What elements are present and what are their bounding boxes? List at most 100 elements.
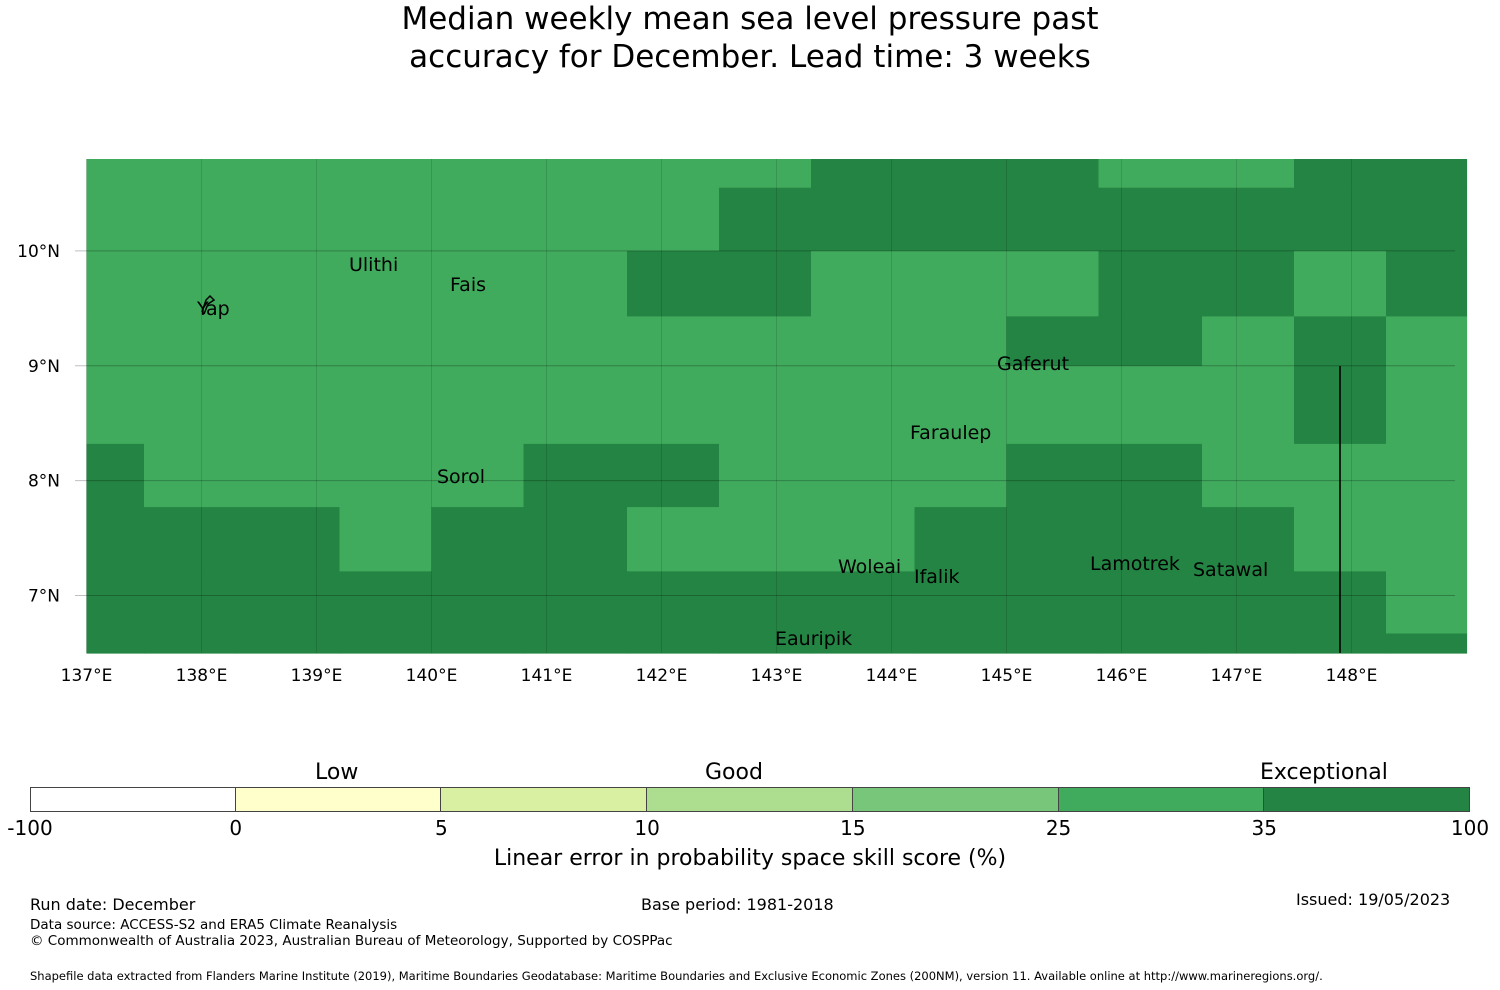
skill-cell: [1294, 316, 1387, 367]
skill-cell: [339, 159, 433, 189]
skill-cell: [1098, 187, 1203, 252]
skill-cell: [144, 187, 237, 252]
place-label: Ifalik: [914, 566, 960, 588]
skill-cell: [86, 316, 145, 367]
skill-cell: [914, 159, 1008, 189]
skill-cell: [86, 250, 145, 317]
colorbar-segment: [235, 787, 442, 812]
skill-cell: [1098, 571, 1203, 634]
skill-cell: [523, 507, 628, 572]
skill-cell: [523, 633, 628, 654]
colorbar-tick-label: -100: [7, 816, 53, 840]
colorbar-tick-label: 10: [634, 816, 660, 840]
lon-tick-label: 146°E: [1096, 666, 1148, 686]
skill-cell: [914, 443, 1008, 508]
skill-cell: [144, 571, 237, 634]
skill-cell: [719, 443, 812, 508]
skill-cell: [144, 507, 237, 572]
skill-cell: [339, 633, 433, 654]
skill-cell: [339, 365, 433, 445]
skill-cell: [1294, 250, 1387, 317]
skill-cell: [1386, 365, 1468, 445]
skill-cell: [236, 316, 341, 367]
skill-cell: [339, 250, 433, 317]
place-label: Eauripik: [775, 628, 852, 650]
base-period: Base period: 1981-2018: [641, 895, 834, 914]
lon-tick-label: 137°E: [61, 666, 113, 686]
skill-cell: [86, 159, 145, 189]
skill-cell: [914, 316, 1008, 367]
skill-cell: [719, 250, 812, 317]
colorbar-segment: [30, 787, 236, 812]
skill-cell: [144, 443, 237, 508]
skill-cell: [86, 187, 145, 252]
skill-map: 10°N9°N8°N7°N 137°E 138°E 139°E 140°E 141°E 1…: [17, 159, 1468, 686]
skill-cell: [914, 250, 1008, 317]
colorbar-axis-label: Linear error in probability space skill …: [493, 846, 1007, 871]
colorbar-segment: [1058, 787, 1265, 812]
skill-cell: [1006, 187, 1100, 252]
skill-cell: [1006, 507, 1100, 572]
skill-cell: [523, 159, 628, 189]
skill-cell: [523, 187, 628, 252]
skill-cell: [1294, 187, 1387, 252]
skill-cell: [811, 633, 916, 654]
skill-cell: [719, 571, 812, 634]
skill-cell: [1202, 633, 1295, 654]
skill-cell: [86, 633, 145, 654]
skill-cell: [431, 365, 525, 445]
skill-cell: [811, 187, 916, 252]
skill-cell: [1202, 316, 1295, 367]
skill-cell: [339, 571, 433, 634]
lat-tick-label: 8°N: [28, 472, 60, 492]
lon-tick-label: 143°E: [751, 666, 803, 686]
skill-cell: [431, 443, 525, 508]
skill-cell: [719, 316, 812, 367]
skill-cell: [1202, 187, 1295, 252]
skill-cell: [914, 571, 1008, 634]
skill-cell: [719, 365, 812, 445]
place-label: Woleai: [838, 556, 901, 578]
issued-date: Issued: 19/05/2023: [1296, 890, 1451, 909]
skill-cell: [86, 507, 145, 572]
skill-cell: [627, 250, 720, 317]
skill-cell: [1006, 365, 1100, 445]
place-label: Faraulep: [910, 422, 991, 444]
skill-cell: [236, 159, 341, 189]
skill-cell: [914, 187, 1008, 252]
skill-cell: [236, 365, 341, 445]
skill-cell: [523, 365, 628, 445]
skill-cell: [914, 507, 1008, 572]
skill-cell: [523, 250, 628, 317]
skill-cell: [144, 250, 237, 317]
skill-cell: [1386, 159, 1468, 189]
lon-tick-label: 139°E: [291, 666, 343, 686]
colorbar-segment: [1264, 787, 1470, 812]
skill-cell: [144, 316, 237, 367]
skill-cell: [1386, 443, 1468, 508]
lat-tick-label: 10°N: [17, 242, 60, 262]
skill-cell: [144, 365, 237, 445]
skill-cell: [431, 507, 525, 572]
skill-cell: [627, 507, 720, 572]
skill-cell: [236, 507, 341, 572]
lon-tick-label: 148°E: [1326, 666, 1378, 686]
skill-cell: [811, 507, 916, 572]
skill-cell: [236, 571, 341, 634]
colorbar-segment: [852, 787, 1059, 812]
skill-cell: [1098, 507, 1203, 572]
skill-cell: [236, 187, 341, 252]
colorbar-frame: [30, 787, 1470, 812]
skill-cell: [1098, 633, 1203, 654]
skill-cell: [811, 159, 916, 189]
skill-cell: [1202, 507, 1295, 572]
skill-cell: [811, 365, 916, 445]
skill-cell: [144, 159, 237, 189]
skill-cell: [236, 250, 341, 317]
lon-tick-label: 141°E: [521, 666, 573, 686]
skill-cell: [86, 365, 145, 445]
skill-cell: [236, 443, 341, 508]
yap-island-outline: [201, 294, 216, 315]
skill-cell: [1098, 250, 1203, 317]
colorbar-segment: [647, 787, 853, 812]
